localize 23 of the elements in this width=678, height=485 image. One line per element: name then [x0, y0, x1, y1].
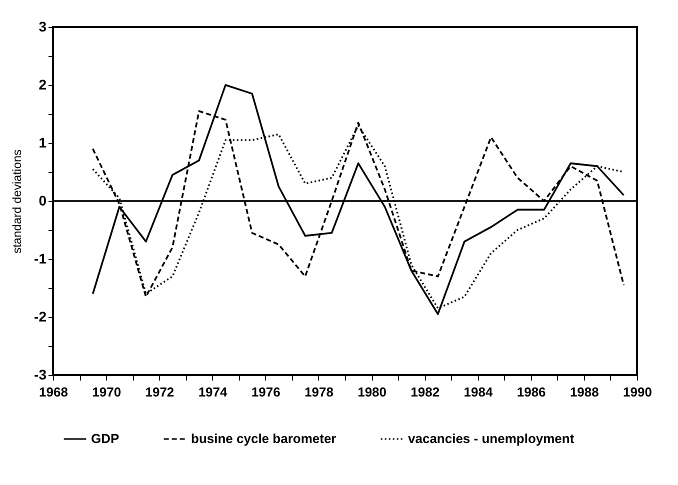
x-tick-label: 1974 — [198, 384, 228, 400]
x-tick-label: 1980 — [358, 384, 387, 400]
x-tick-label: 1972 — [145, 384, 174, 400]
y-tick-label: -3 — [34, 366, 47, 382]
legend-label: GDP — [91, 431, 120, 446]
x-tick-label: 1970 — [92, 384, 122, 400]
y-tick-label: 3 — [38, 18, 47, 34]
y-tick-label: -2 — [34, 308, 47, 324]
x-tick-label: 1968 — [39, 384, 68, 400]
y-tick-label: 2 — [38, 76, 47, 92]
y-tick-label: 0 — [38, 192, 47, 208]
legend-label: vacancies - unemployment — [408, 431, 575, 446]
x-tick-label: 1984 — [464, 384, 494, 400]
x-tick-label: 1976 — [251, 384, 280, 400]
x-tick-label: 1988 — [570, 384, 599, 400]
legend-label: busine cycle barometer — [191, 431, 336, 446]
x-tick-label: 1978 — [304, 384, 334, 400]
y-axis-title: standard deviations — [10, 149, 24, 254]
y-tick-label: 1 — [38, 134, 47, 150]
x-tick-label: 1982 — [410, 384, 440, 400]
x-tick-label: 1986 — [516, 384, 546, 400]
y-tick-label: -1 — [34, 250, 47, 266]
x-tick-label: 1990 — [623, 384, 652, 400]
